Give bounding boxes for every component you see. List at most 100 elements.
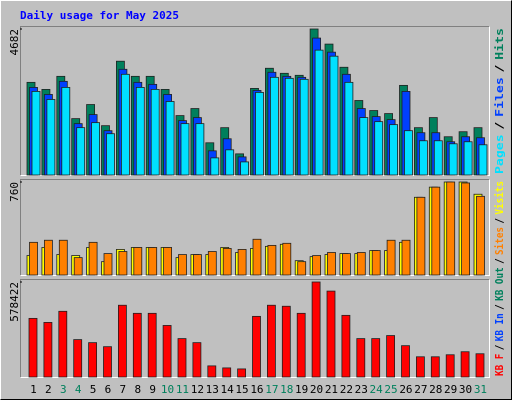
bar — [210, 157, 220, 176]
legend-separator: / — [493, 344, 506, 350]
bar — [299, 78, 309, 176]
x-tick-label: 12 — [191, 383, 204, 396]
bar — [341, 253, 351, 276]
bar — [386, 239, 396, 276]
bar — [88, 241, 98, 276]
bar — [478, 144, 488, 176]
bar — [386, 335, 396, 378]
legend-entry: Files — [493, 77, 506, 117]
bar — [207, 251, 217, 276]
bar — [415, 356, 425, 378]
x-tick-label: 3 — [60, 383, 67, 396]
panel-edge-light — [20, 279, 490, 378]
bar — [148, 247, 158, 276]
bar — [88, 342, 97, 378]
legend-entry: Sites — [493, 227, 506, 255]
bar — [461, 182, 471, 276]
x-tick-label: 26 — [399, 383, 412, 396]
x-tick-label: 21 — [325, 383, 338, 396]
x-tick-label: 8 — [134, 383, 141, 396]
bar — [103, 346, 112, 378]
bar — [448, 143, 458, 176]
bar — [58, 239, 68, 276]
bar — [252, 238, 262, 276]
x-tick-label: 30 — [459, 383, 472, 396]
bar — [165, 101, 175, 176]
bar — [314, 49, 324, 176]
bar — [28, 317, 38, 378]
x-tick-label: 16 — [250, 383, 263, 396]
bar — [356, 338, 366, 378]
bar — [311, 281, 321, 378]
y-tick-label: 4682 — [8, 29, 21, 56]
x-tick-label: 10 — [161, 383, 174, 396]
bar — [445, 354, 455, 378]
panel-edge-dark — [20, 26, 490, 176]
bar — [192, 254, 202, 276]
bar — [133, 247, 143, 276]
panel-edge-dark — [20, 179, 490, 276]
bar — [297, 261, 307, 276]
x-tick-label: 22 — [340, 383, 353, 396]
x-tick-label: 15 — [235, 383, 248, 396]
legend-separator: / — [493, 258, 506, 264]
bar — [431, 186, 441, 276]
bar — [225, 149, 235, 176]
bar — [416, 196, 426, 276]
bar — [180, 123, 190, 176]
bar — [61, 87, 71, 176]
bar — [162, 325, 172, 378]
bar — [327, 252, 336, 276]
x-tick-label: 29 — [444, 383, 457, 396]
y-tick-label: 760 — [8, 182, 21, 202]
bar — [418, 140, 428, 176]
panel-edge-light — [20, 26, 490, 176]
x-tick-label: 25 — [384, 383, 397, 396]
bar — [132, 312, 142, 378]
legend-separator: / — [493, 121, 506, 129]
bar — [207, 365, 217, 378]
legend-entry: Visits — [493, 181, 506, 215]
bar — [344, 81, 354, 176]
x-tick-label: 31 — [474, 383, 487, 396]
bar — [269, 76, 279, 176]
bar — [118, 304, 127, 378]
bar — [73, 257, 83, 276]
bar — [359, 117, 369, 176]
bar — [371, 250, 381, 276]
bar — [46, 99, 56, 176]
x-tick-label: 7 — [120, 383, 127, 396]
x-tick-label: 5 — [90, 383, 97, 396]
bar — [178, 254, 187, 276]
bar — [44, 239, 53, 276]
x-tick-label: 2 — [45, 383, 52, 396]
bar — [106, 133, 115, 176]
bar — [296, 312, 306, 378]
bar — [433, 140, 443, 176]
bar — [252, 315, 261, 378]
panel-edge-dark — [20, 279, 490, 378]
legend: Pages / Files / Hits — [493, 28, 506, 174]
bar — [147, 312, 157, 378]
x-tick-label: 24 — [370, 383, 384, 396]
bar — [222, 248, 232, 276]
bar — [281, 305, 291, 378]
bar — [118, 251, 128, 276]
bar — [430, 356, 440, 378]
bar — [401, 239, 411, 276]
y-tick-label: 578422 — [8, 282, 21, 322]
x-tick-label: 11 — [176, 383, 189, 396]
bar — [460, 351, 470, 378]
bar — [475, 353, 485, 378]
x-tick-label: 4 — [75, 383, 82, 396]
legend: KB F / KB In / KB Out / Sites / Visits — [493, 181, 506, 376]
bar — [135, 87, 145, 176]
bar — [91, 122, 100, 176]
bar — [404, 130, 413, 176]
bar — [312, 255, 322, 276]
bar — [73, 339, 83, 378]
panel-edge-light — [20, 179, 490, 276]
